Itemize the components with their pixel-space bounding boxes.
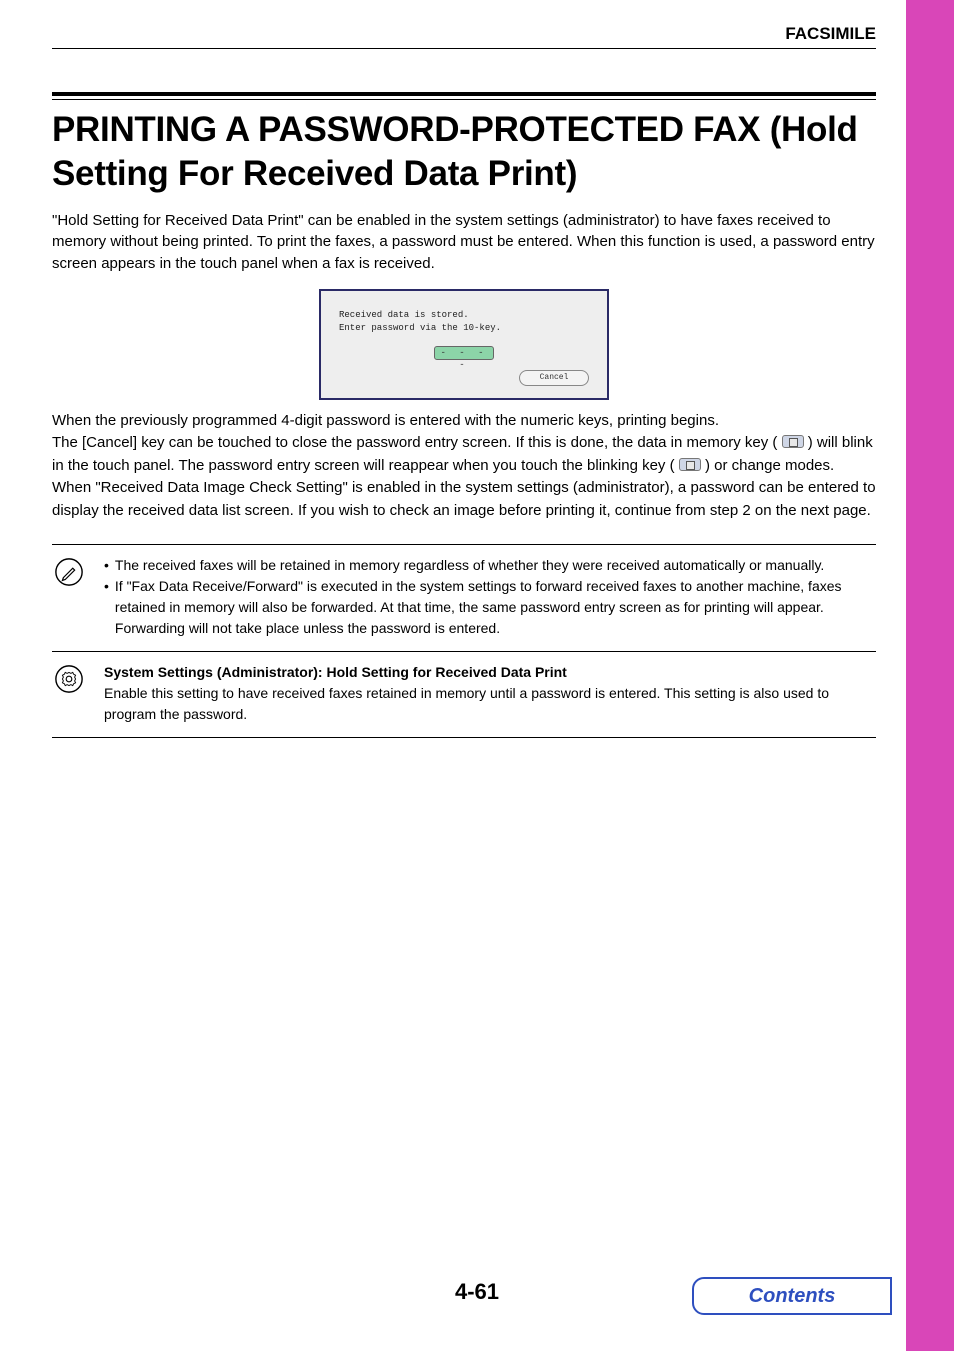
note2-text: Enable this setting to have received fax… [104, 683, 876, 725]
header-rule [52, 48, 876, 49]
pencil-icon [52, 555, 86, 587]
title-rule [52, 92, 876, 100]
memory-key-icon [782, 435, 804, 448]
cancel-button[interactable]: Cancel [519, 370, 589, 386]
note-box-info: •The received faxes will be retained in … [52, 544, 876, 652]
panel-msg-1: Received data is stored. [339, 309, 589, 323]
intro-paragraph: "Hold Setting for Received Data Print" c… [52, 210, 876, 275]
password-input[interactable]: - - - - [434, 346, 494, 360]
gear-icon [52, 662, 86, 694]
contents-button[interactable]: Contents [692, 1277, 892, 1315]
accent-bar [906, 0, 954, 1351]
note1-bullet-1: •The received faxes will be retained in … [104, 555, 876, 576]
body-p3: When "Received Data Image Check Setting"… [52, 477, 876, 522]
note-box-settings: System Settings (Administrator): Hold Se… [52, 652, 876, 738]
panel-msg-2: Enter password via the 10-key. [339, 322, 589, 336]
password-panel: Received data is stored. Enter password … [319, 289, 609, 400]
note2-heading: System Settings (Administrator): Hold Se… [104, 662, 876, 683]
page-title: PRINTING A PASSWORD-PROTECTED FAX (Hold … [52, 108, 876, 196]
note1-bullet-2: •If "Fax Data Receive/Forward" is execut… [104, 576, 876, 639]
body-text: When the previously programmed 4-digit p… [52, 410, 876, 523]
header-label: FACSIMILE [785, 24, 876, 44]
body-p1: When the previously programmed 4-digit p… [52, 410, 876, 433]
memory-key-icon [679, 458, 701, 471]
body-p2: The [Cancel] key can be touched to close… [52, 432, 876, 477]
